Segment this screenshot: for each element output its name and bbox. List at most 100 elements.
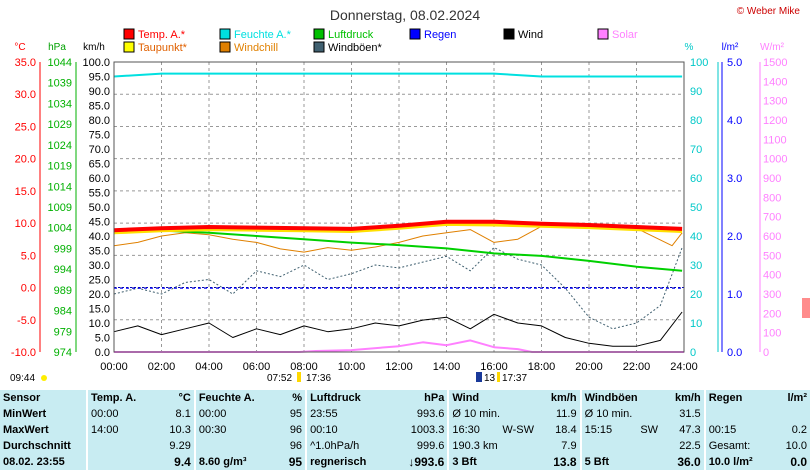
unit-rain: l/m² [722, 42, 739, 53]
wind-tick: 95.0 [89, 72, 110, 84]
legend-label: Windchill [234, 42, 278, 54]
pressure-tick: 974 [54, 347, 72, 359]
max-hum-time: 00:30 [195, 422, 280, 438]
unit-wind: km/h [83, 42, 105, 53]
min-hum-time: 00:00 [195, 406, 280, 422]
wind-tick: 25.0 [89, 275, 110, 287]
unit-hum: % [685, 42, 694, 53]
temp-tick: 30.0 [15, 89, 36, 101]
legend-label: Luftdruck [328, 29, 374, 41]
temp-tick: -5.0 [17, 315, 36, 327]
pressure-tick: 1004 [48, 223, 72, 235]
temp-tick: 20.0 [15, 154, 36, 166]
series-group [113, 72, 684, 353]
max-wind-time: 16:30 [452, 424, 480, 436]
x-tick-label: 08:00 [290, 361, 318, 373]
min-press-time: 23:55 [307, 406, 391, 422]
min-temp-time: 00:00 [88, 406, 157, 422]
chart-title: Donnerstag, 08.02.2024 [330, 7, 480, 23]
temp-tick: -10.0 [11, 347, 36, 359]
solar-tick: 1500 [763, 57, 787, 69]
solar-tick: 1400 [763, 76, 787, 88]
hdr-gust-unit: km/h [661, 390, 704, 406]
wind-tick: 5.0 [95, 333, 110, 345]
humidity-tick: 60 [690, 173, 702, 185]
min-gust: 31.5 [661, 406, 704, 422]
pressure-tick: 994 [54, 264, 72, 276]
stats-min-row: MinWert 00:00 8.1 00:00 95 23:55 993.6 Ø… [0, 406, 810, 422]
hdr-sensor: Sensor [0, 390, 86, 406]
wind-tick: 80.0 [89, 115, 110, 127]
x-tick-label: 06:00 [243, 361, 271, 373]
humidity-tick: 10 [690, 318, 702, 330]
wind-tick: 55.0 [89, 188, 110, 200]
legend-swatch [409, 28, 421, 40]
wind-tick: 10.0 [89, 318, 110, 330]
series-solar [114, 339, 684, 353]
rain-tick: 1.0 [727, 289, 742, 301]
unit-solar: W/m² [760, 42, 785, 53]
pressure-tick: 1034 [48, 98, 72, 110]
x-tick-label: 10:00 [338, 361, 366, 373]
temp-tick: 0.0 [21, 283, 36, 295]
avg-temp: 9.29 [156, 438, 194, 454]
now-rain: 0.0 [773, 454, 810, 470]
min-rain-time [705, 406, 773, 422]
moonset-marker-icon [497, 372, 500, 382]
max-rain-time: 00:15 [705, 422, 773, 438]
legend: Temp. A.* Feuchte A.* Luftdruck Regen Wind So… [123, 28, 638, 54]
legend-swatch [123, 28, 135, 40]
min-press: 993.6 [390, 406, 448, 422]
wind-tick: 45.0 [89, 217, 110, 229]
max-press-time: 00:10 [307, 422, 391, 438]
avg-press: 999.6 [390, 438, 448, 454]
x-tick-label: 04:00 [195, 361, 223, 373]
x-tick-label: 14:00 [433, 361, 461, 373]
plot-frame [113, 61, 685, 353]
now-label: 08.02. 23:55 [0, 454, 86, 470]
wind-tick: 100.0 [82, 57, 110, 69]
solar-tick: 800 [763, 192, 781, 204]
avg-rain-desc: Gesamt: [705, 438, 773, 454]
pressure-tick: 1014 [48, 181, 72, 193]
legend-swatch [503, 28, 515, 40]
legend-label: Windböen* [328, 42, 383, 54]
pressure-tick: 1024 [48, 140, 72, 152]
stats-table: Sensor Temp. A. °C Feuchte A. % Luftdruc… [0, 390, 810, 470]
hdr-rain: Regen [705, 390, 773, 406]
rain-tick: 5.0 [727, 57, 742, 69]
legend-swatch [219, 28, 231, 40]
now-wind: 13.8 [536, 454, 580, 470]
wind-tick: 20.0 [89, 289, 110, 301]
pressure-tick: 984 [54, 306, 72, 318]
solar-tick: 1300 [763, 96, 787, 108]
time-marker: 09:44 [10, 373, 35, 384]
x-tick-label: 18:00 [528, 361, 556, 373]
rain-tick: 3.0 [727, 173, 742, 185]
x-tick-label: 02:00 [148, 361, 176, 373]
hdr-press: Luftdruck [307, 390, 391, 406]
solar-tick: 100 [763, 328, 781, 340]
temp-tick: 5.0 [21, 250, 36, 262]
stats-now-row: 08.02. 23:55 9.4 8.60 g/m³ 95 regnerisch… [0, 454, 810, 470]
humidity-tick: 30 [690, 260, 702, 272]
min-temp: 8.1 [156, 406, 194, 422]
wind-tick: 40.0 [89, 231, 110, 243]
wind-tick: 65.0 [89, 159, 110, 171]
solar-tick: 600 [763, 231, 781, 243]
max-gust-dir: SW [640, 424, 659, 436]
avg-wind: 7.9 [536, 438, 580, 454]
max-gust-desc: 15:15 SW [581, 422, 662, 438]
rain-tick: 0.0 [727, 347, 742, 359]
unit-temp: °C [14, 42, 25, 53]
legend-swatch [597, 28, 609, 40]
x-tick-label: 12:00 [385, 361, 413, 373]
min-gust-desc: Ø 10 min. [581, 406, 662, 422]
now-hum: 95 [279, 454, 306, 470]
avg-press-desc: ^1.0hPa/h [307, 438, 391, 454]
hdr-temp: Temp. A. [88, 390, 157, 406]
max-temp: 10.3 [156, 422, 194, 438]
temp-tick: 25.0 [15, 121, 36, 133]
temp-tick: 15.0 [15, 186, 36, 198]
pressure-tick: 1029 [48, 119, 72, 131]
